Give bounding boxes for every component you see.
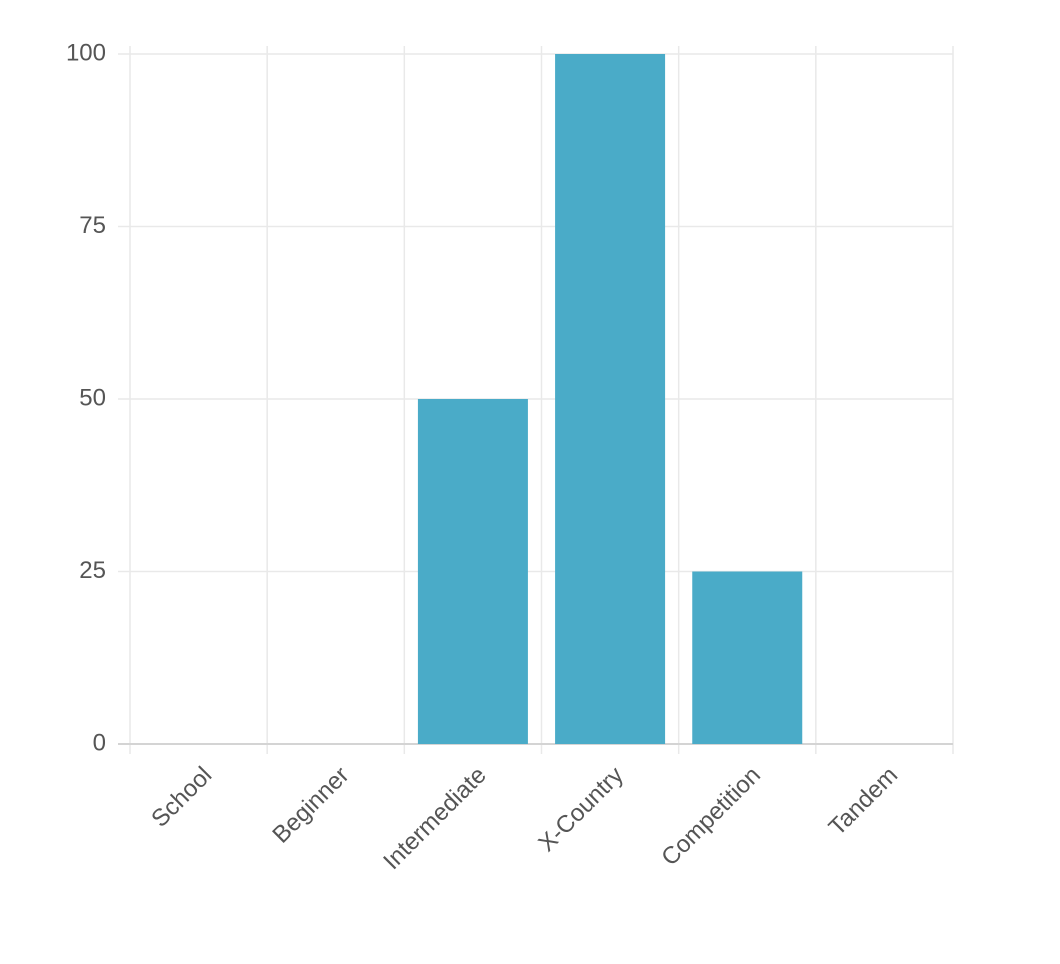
- x-tick-label: Competition: [656, 762, 766, 872]
- y-tick-label: 50: [79, 384, 106, 411]
- y-tick-label: 0: [93, 729, 106, 756]
- x-tick-label: Beginner: [267, 762, 354, 849]
- x-tick-label: Tandem: [824, 762, 903, 841]
- x-tick-label: Intermediate: [378, 762, 491, 875]
- x-tick-label: School: [146, 762, 217, 833]
- bar: [417, 399, 528, 744]
- x-tick-label: X-Country: [533, 762, 628, 857]
- y-tick-label: 25: [79, 557, 106, 584]
- bar: [692, 571, 803, 744]
- y-tick-label: 100: [66, 39, 106, 66]
- bar: [555, 54, 666, 744]
- y-tick-label: 75: [79, 212, 106, 239]
